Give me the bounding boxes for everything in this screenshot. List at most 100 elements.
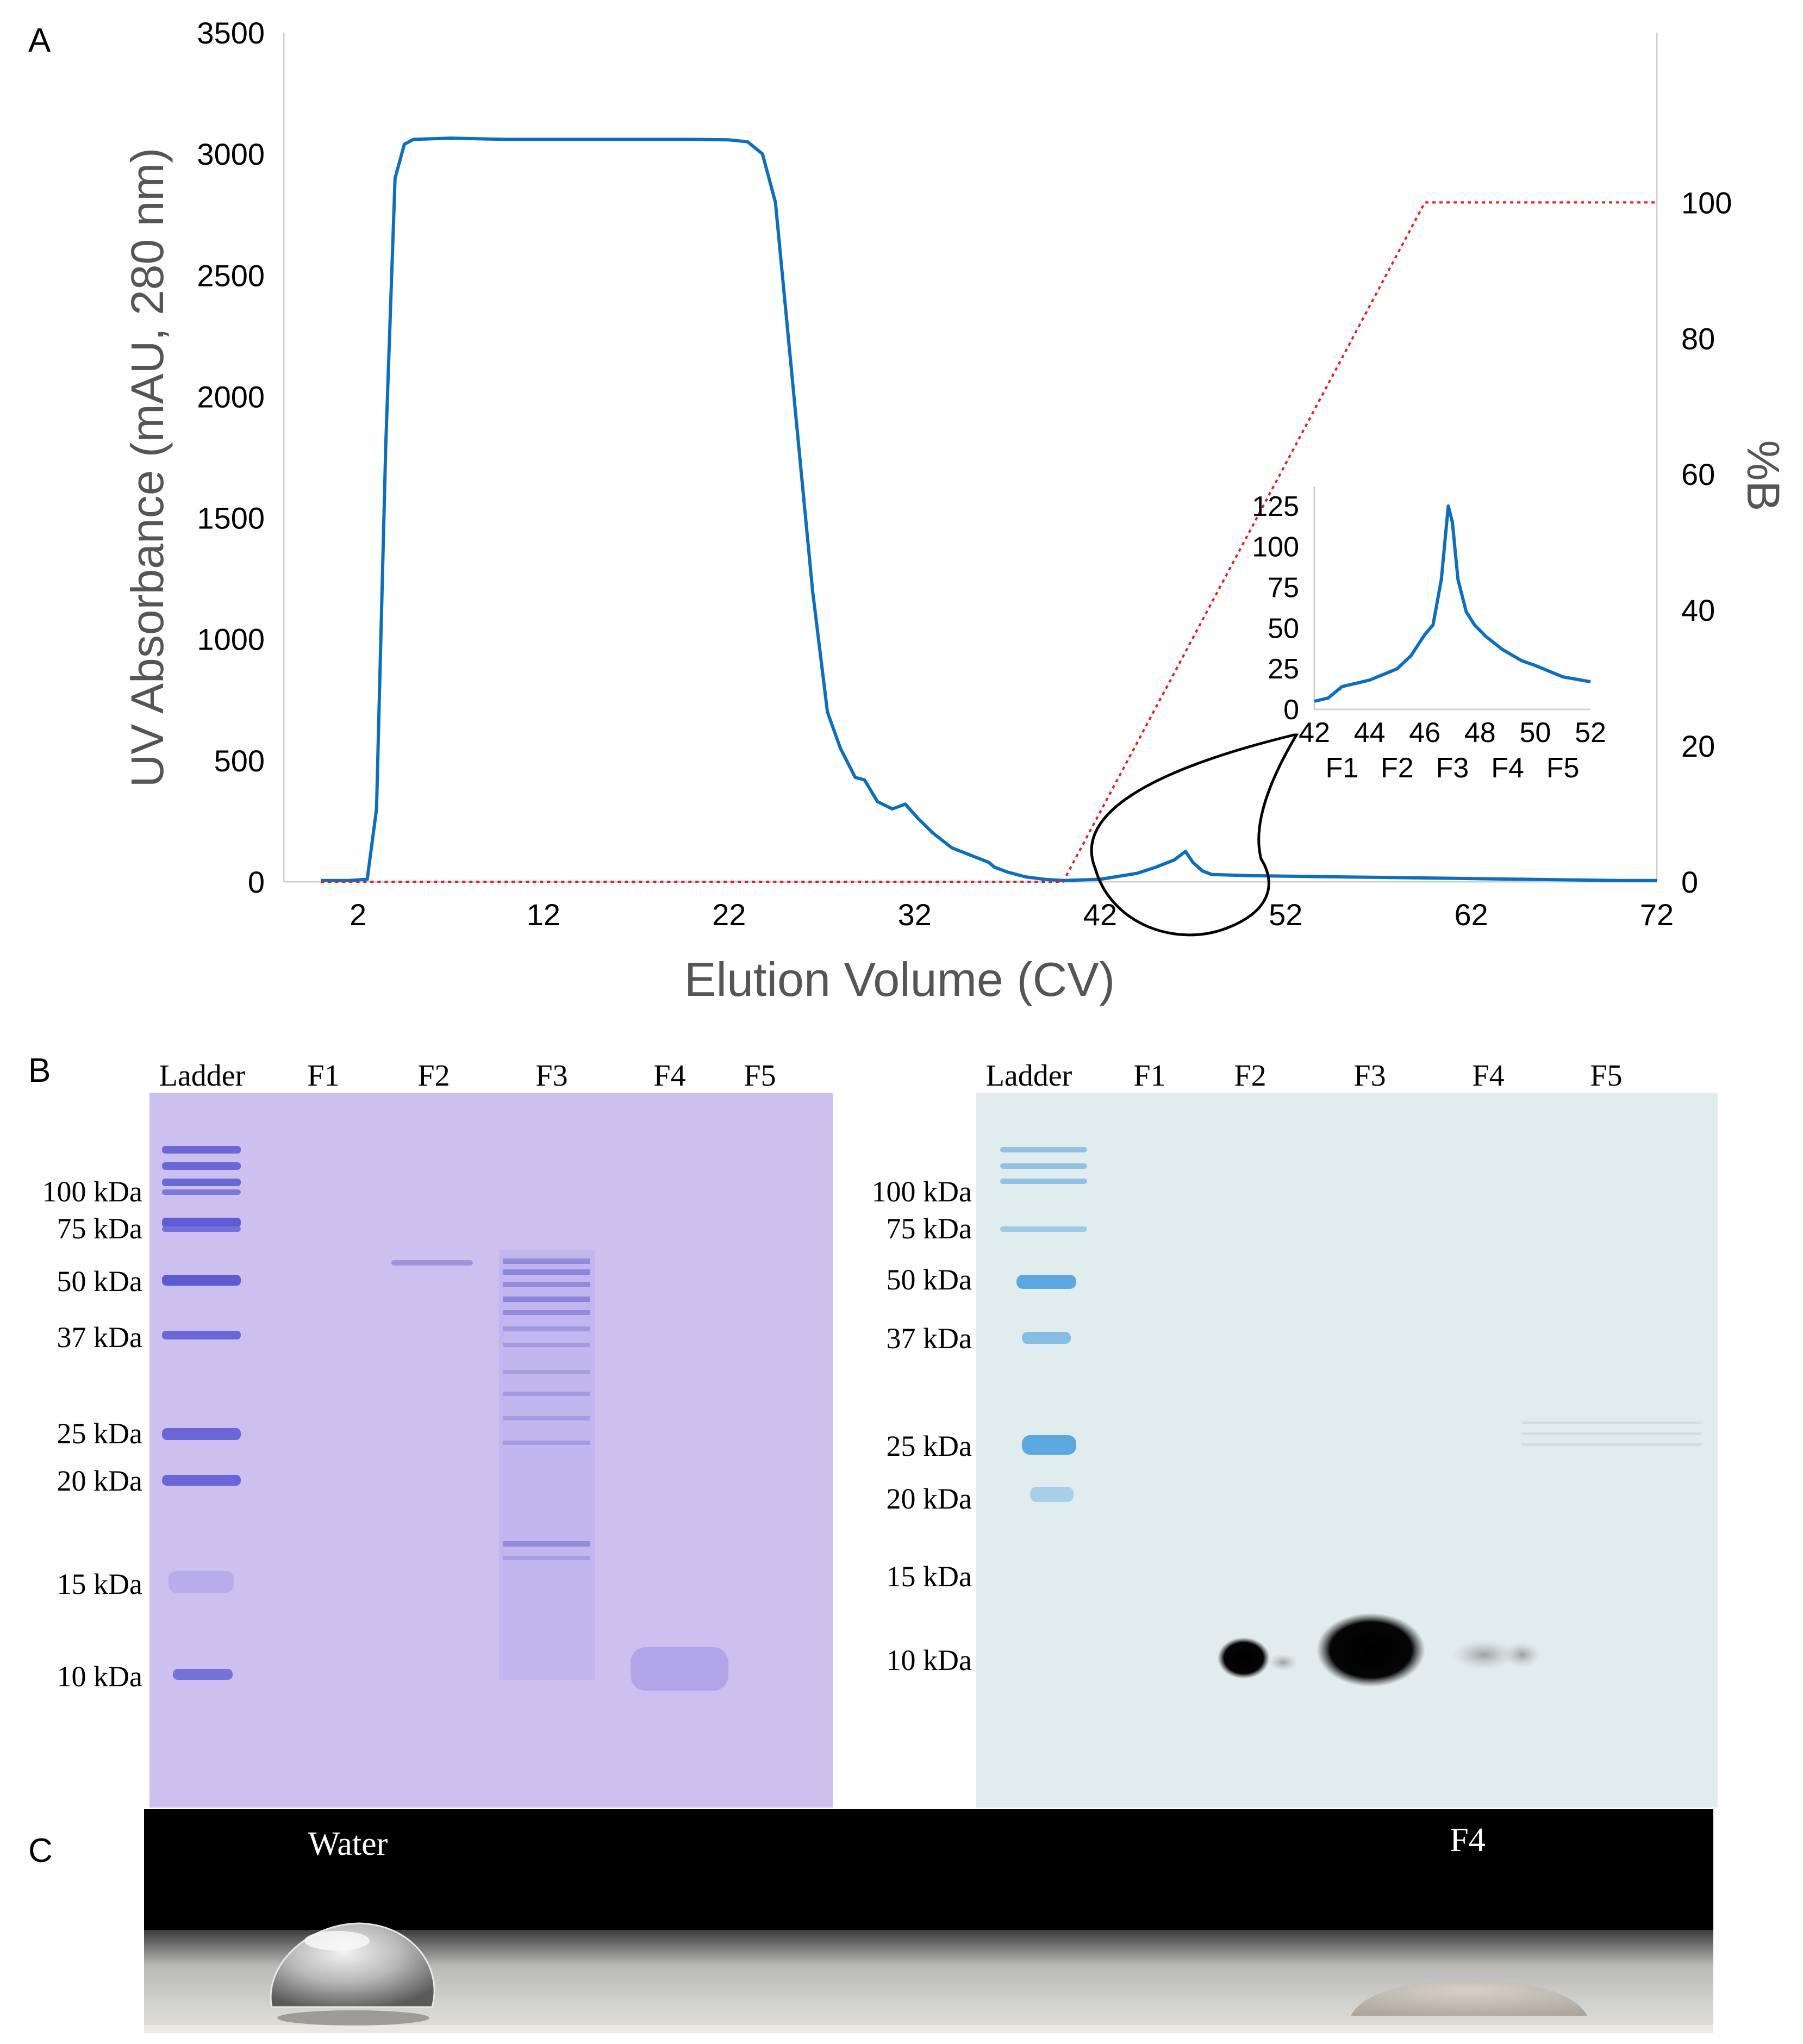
left-gel-lane-label: F3 (535, 1059, 567, 1093)
coomassie-ladder-bands (162, 1146, 241, 1680)
inset-axes: 0 25 50 75 100 125 42 44 46 48 50 52 F1 F2 F3 F4 F5 (1252, 487, 1606, 784)
left-gel-marker-label: 75 kDa (57, 1212, 142, 1245)
left-gel-marker-label: 25 kDa (57, 1417, 142, 1450)
panel-label-a: A (28, 22, 51, 59)
inset-x-tick-label: 48 (1464, 717, 1496, 749)
left-gel-marker-label: 50 kDa (57, 1265, 142, 1298)
y-tick-label: 3000 (197, 137, 265, 171)
left-gel-marker-label: 10 kDa (57, 1660, 142, 1693)
right-gel-lane-label: F2 (1234, 1059, 1266, 1093)
f3-band (503, 1282, 590, 1287)
y2-tick-label: 80 (1681, 321, 1715, 356)
artifact-stripe (1522, 1422, 1701, 1424)
f3-band (503, 1343, 590, 1347)
western-f2-band (1218, 1637, 1270, 1679)
ladder-band (162, 1226, 241, 1232)
y-tick-label: 0 (248, 865, 265, 899)
y2-tick-label: 100 (1681, 185, 1732, 220)
panel-label-b: B (28, 1052, 51, 1089)
inset-x-tick-label: 52 (1575, 717, 1606, 749)
western-blot-background (976, 1093, 1718, 1808)
right-gel-marker-label: 37 kDa (887, 1322, 972, 1355)
f4-label: F4 (1450, 1822, 1485, 1859)
x-tick-label: 32 (897, 898, 931, 932)
f3-band (503, 1556, 590, 1560)
inset-y-tick-label: 25 (1268, 653, 1299, 685)
right-gel-lane-label: F1 (1133, 1059, 1165, 1093)
inset-fraction-label: F2 (1381, 752, 1414, 784)
inset-x-tick-label: 44 (1354, 717, 1386, 749)
y-axis-label: UV Absorbance (mAU, 280 nm) (122, 148, 173, 788)
right-gel-marker-label: 75 kDa (887, 1212, 972, 1245)
ladder-band (162, 1218, 241, 1227)
water-droplet-reflection (277, 2010, 429, 2026)
ladder-band (162, 1146, 241, 1154)
inset-fraction-label: F3 (1436, 752, 1469, 784)
water-label: Water (308, 1825, 388, 1862)
x-tick-label: 52 (1269, 898, 1302, 932)
ladder-band (162, 1428, 241, 1440)
x-tick-label: 62 (1455, 898, 1488, 932)
panel-label-c: C (28, 1832, 53, 1869)
water-droplet-highlight (304, 1931, 370, 1950)
f3-band (503, 1416, 590, 1420)
gel-labels: Ladder F1 F2 F3 F4 F5 Ladder F1 F2 F3 F4 F5 100 kDa 7… (42, 1059, 1623, 1693)
ladder-band (162, 1189, 241, 1195)
right-gel-marker-label: 100 kDa (872, 1175, 972, 1208)
inset-x-tick-label: 42 (1299, 717, 1330, 749)
inset-x-tick-label: 50 (1519, 717, 1551, 749)
y2-tick-label: 0 (1681, 865, 1698, 899)
left-gel-lane-label: F5 (744, 1059, 776, 1093)
inset-y-tick-label: 125 (1252, 491, 1299, 522)
ladder-band (169, 1571, 234, 1593)
western-f4-band (1451, 1640, 1517, 1670)
y-tick-label: 500 (214, 744, 265, 778)
percent-b-line (321, 201, 1657, 883)
inset-x-tick-label: 46 (1409, 717, 1440, 749)
inset-fraction-label: F1 (1325, 752, 1358, 784)
series-group (321, 136, 1657, 883)
left-gel-lane-label: F4 (653, 1059, 685, 1093)
ladder-band (1000, 1163, 1087, 1169)
ladder-band (1016, 1275, 1076, 1289)
ladder-band (162, 1475, 241, 1486)
ladder-band (162, 1275, 241, 1286)
x-tick-label: 22 (712, 898, 746, 932)
f3-band (503, 1297, 590, 1302)
y2-tick-label: 60 (1681, 457, 1715, 491)
right-y-axis: 0 20 40 60 80 100 (1656, 33, 1732, 899)
western-f3-band (1317, 1613, 1425, 1687)
right-gel-marker-label: 10 kDa (887, 1644, 972, 1677)
y-tick-label: 3500 (197, 16, 265, 50)
x-tick-label: 12 (527, 898, 560, 932)
inset-uv-line (1314, 504, 1591, 703)
f3-band (503, 1441, 590, 1445)
coomassie-f3-bands (499, 1250, 595, 1680)
y2-tick-label: 20 (1681, 729, 1715, 763)
coomassie-f2-band (391, 1260, 473, 1266)
artifact-stripe (1522, 1432, 1701, 1435)
inset-y-tick-label: 50 (1268, 613, 1299, 644)
western-ladder-bands (1000, 1147, 1087, 1502)
right-gel-lane-label: F5 (1590, 1059, 1622, 1093)
right-gel-marker-label: 15 kDa (887, 1560, 972, 1593)
photo-surface-edge (144, 2025, 1713, 2033)
ladder-band (1030, 1487, 1074, 1502)
f3-band (503, 1269, 590, 1275)
right-gel-lane-label: Ladder (986, 1059, 1072, 1093)
ladder-band (1000, 1179, 1087, 1184)
y-tick-label: 2000 (197, 379, 265, 414)
x-tick-label: 2 (350, 898, 366, 932)
y-tick-label: 1500 (197, 501, 265, 535)
left-gel-lane-label: Ladder (159, 1059, 246, 1093)
left-gel-lane-label: F2 (417, 1059, 450, 1093)
x-axis: 2 12 22 32 42 52 62 72 (284, 881, 1674, 932)
left-y-axis: 0 500 1000 1500 2000 2500 3000 3500 (197, 16, 285, 899)
western-artifact-stripes (1522, 1422, 1701, 1446)
right-gel-marker-label: 20 kDa (887, 1482, 972, 1515)
western-f4-band-2 (1503, 1642, 1541, 1668)
left-gel-marker-label: 20 kDa (57, 1465, 142, 1497)
f3-band (503, 1541, 590, 1547)
western-blot (976, 1093, 1718, 1808)
